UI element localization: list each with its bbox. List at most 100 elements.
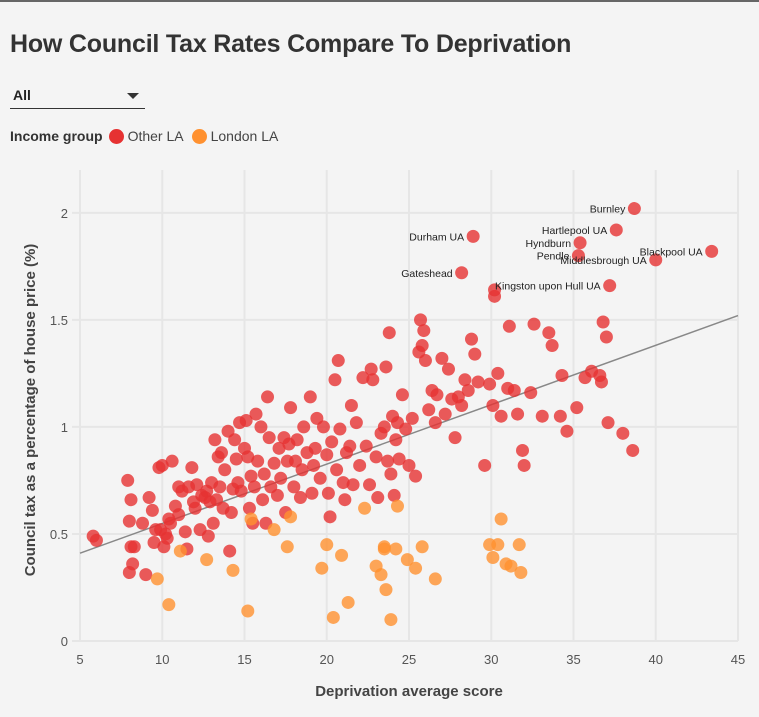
- data-point[interactable]: [206, 516, 220, 530]
- data-point[interactable]: [494, 512, 508, 526]
- data-point[interactable]: [409, 561, 423, 575]
- data-point[interactable]: [241, 450, 255, 464]
- data-point[interactable]: [402, 458, 416, 472]
- data-point[interactable]: [284, 401, 298, 415]
- data-point[interactable]: [478, 458, 492, 472]
- data-point[interactable]: [414, 313, 428, 327]
- data-point[interactable]: [315, 561, 329, 575]
- data-point[interactable]: [377, 420, 391, 434]
- data-point[interactable]: [234, 484, 248, 498]
- data-point[interactable]: [280, 540, 294, 554]
- data-point[interactable]: [89, 533, 103, 547]
- data-point[interactable]: [341, 595, 355, 609]
- data-point[interactable]: [228, 433, 242, 447]
- data-point[interactable]: [555, 369, 569, 383]
- data-point[interactable]: [331, 354, 345, 368]
- filter-dropdown[interactable]: All: [10, 84, 145, 109]
- data-point[interactable]: [267, 456, 281, 470]
- data-point[interactable]: [284, 510, 298, 524]
- data-point[interactable]: [185, 461, 199, 475]
- data-point[interactable]: [356, 371, 370, 385]
- data-point[interactable]: [188, 501, 202, 515]
- data-point[interactable]: [323, 510, 337, 524]
- data-point[interactable]: [616, 426, 630, 440]
- data-point[interactable]: [160, 531, 174, 545]
- data-point[interactable]: [330, 463, 344, 477]
- data-point[interactable]: [136, 516, 150, 530]
- data-point[interactable]: [486, 399, 500, 412]
- data-point[interactable]: [359, 439, 373, 453]
- data-point[interactable]: [249, 407, 263, 421]
- data-point[interactable]: [155, 458, 169, 472]
- data-point[interactable]: [150, 572, 164, 586]
- data-point[interactable]: [173, 544, 187, 558]
- data-point[interactable]: [307, 458, 321, 472]
- data-point[interactable]: [573, 236, 587, 250]
- data-point[interactable]: [384, 613, 398, 627]
- data-point[interactable]: [178, 525, 192, 539]
- data-point[interactable]: [400, 553, 414, 567]
- data-point[interactable]: [389, 433, 403, 447]
- data-point[interactable]: [218, 463, 232, 477]
- data-point[interactable]: [267, 523, 281, 537]
- data-point[interactable]: [542, 326, 556, 340]
- data-point[interactable]: [343, 439, 357, 453]
- data-point[interactable]: [165, 454, 179, 468]
- data-point[interactable]: [142, 491, 156, 505]
- data-point[interactable]: [387, 488, 401, 502]
- data-point[interactable]: [124, 493, 138, 507]
- data-point[interactable]: [430, 388, 444, 402]
- data-point[interactable]: [251, 454, 265, 468]
- data-point[interactable]: [308, 441, 322, 455]
- data-point[interactable]: [247, 480, 261, 494]
- data-point[interactable]: [172, 508, 186, 522]
- data-point[interactable]: [213, 480, 227, 494]
- data-point[interactable]: [297, 420, 311, 434]
- data-point[interactable]: [649, 253, 663, 267]
- data-point[interactable]: [465, 332, 479, 346]
- data-point[interactable]: [190, 478, 204, 492]
- data-point[interactable]: [381, 454, 395, 468]
- data-point[interactable]: [517, 458, 531, 472]
- data-point[interactable]: [609, 223, 623, 237]
- data-point[interactable]: [626, 443, 640, 457]
- data-point[interactable]: [349, 416, 363, 430]
- data-point[interactable]: [262, 431, 276, 445]
- data-point[interactable]: [455, 399, 469, 412]
- data-point[interactable]: [502, 319, 516, 333]
- data-point[interactable]: [455, 266, 469, 280]
- data-point[interactable]: [511, 407, 525, 421]
- data-point[interactable]: [241, 604, 255, 618]
- data-point[interactable]: [504, 559, 518, 573]
- data-point[interactable]: [405, 411, 419, 425]
- data-point[interactable]: [507, 384, 521, 398]
- data-point[interactable]: [335, 548, 349, 562]
- data-point[interactable]: [571, 249, 585, 263]
- data-point[interactable]: [435, 351, 449, 365]
- data-point[interactable]: [379, 583, 393, 597]
- data-point[interactable]: [364, 362, 378, 376]
- data-point[interactable]: [229, 452, 243, 466]
- data-point[interactable]: [333, 422, 347, 436]
- data-point[interactable]: [254, 420, 268, 434]
- data-point[interactable]: [486, 551, 500, 565]
- data-point[interactable]: [491, 366, 505, 380]
- data-point[interactable]: [524, 386, 538, 400]
- legend-item-other-la[interactable]: Other LA: [108, 128, 184, 144]
- data-point[interactable]: [409, 469, 423, 483]
- data-point[interactable]: [369, 450, 383, 464]
- data-point[interactable]: [147, 536, 161, 550]
- data-point[interactable]: [441, 362, 455, 376]
- data-point[interactable]: [338, 493, 352, 507]
- data-point[interactable]: [244, 512, 258, 526]
- data-point[interactable]: [535, 409, 549, 423]
- data-point[interactable]: [488, 283, 502, 297]
- data-point[interactable]: [417, 324, 431, 338]
- data-point[interactable]: [290, 433, 304, 447]
- data-point[interactable]: [358, 501, 372, 515]
- data-point[interactable]: [514, 565, 528, 579]
- data-point[interactable]: [320, 448, 334, 462]
- data-point[interactable]: [603, 279, 617, 293]
- data-point[interactable]: [415, 339, 429, 353]
- data-point[interactable]: [226, 563, 240, 577]
